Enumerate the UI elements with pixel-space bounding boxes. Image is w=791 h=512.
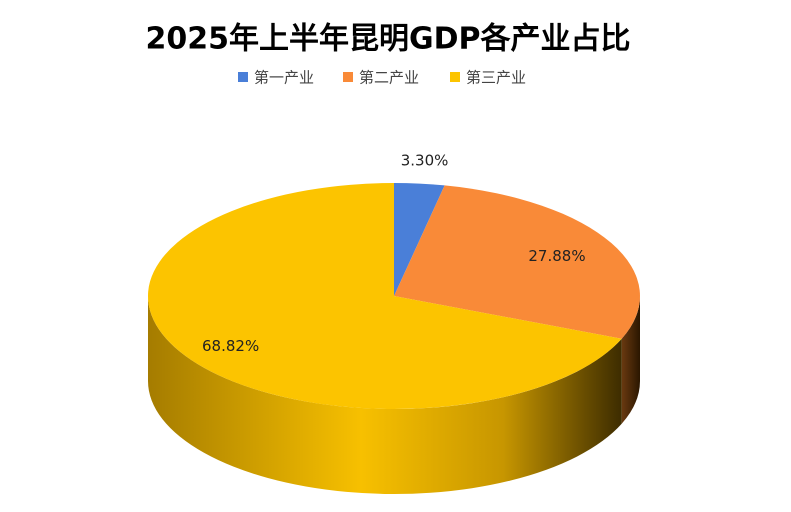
legend-label: 第二产业 [359, 69, 419, 87]
data-label: 3.30% [401, 152, 449, 170]
slice-side [148, 296, 622, 494]
chart-title: 2025年上半年昆明GDP各产业占比 [145, 22, 630, 57]
pie-slice [147, 183, 622, 409]
legend-label: 第三产业 [466, 69, 526, 87]
pie-sides [148, 296, 640, 494]
slice-side [621, 296, 640, 424]
legend-swatch [343, 72, 353, 82]
legend-swatch [450, 72, 460, 82]
legend-swatch [238, 72, 248, 82]
pie-slice [394, 185, 640, 339]
legend-label: 第一产业 [254, 69, 314, 87]
data-label: 27.88% [528, 247, 585, 265]
pie-slice [394, 183, 445, 296]
data-label: 68.82% [202, 337, 259, 355]
pie-faces [147, 183, 640, 409]
